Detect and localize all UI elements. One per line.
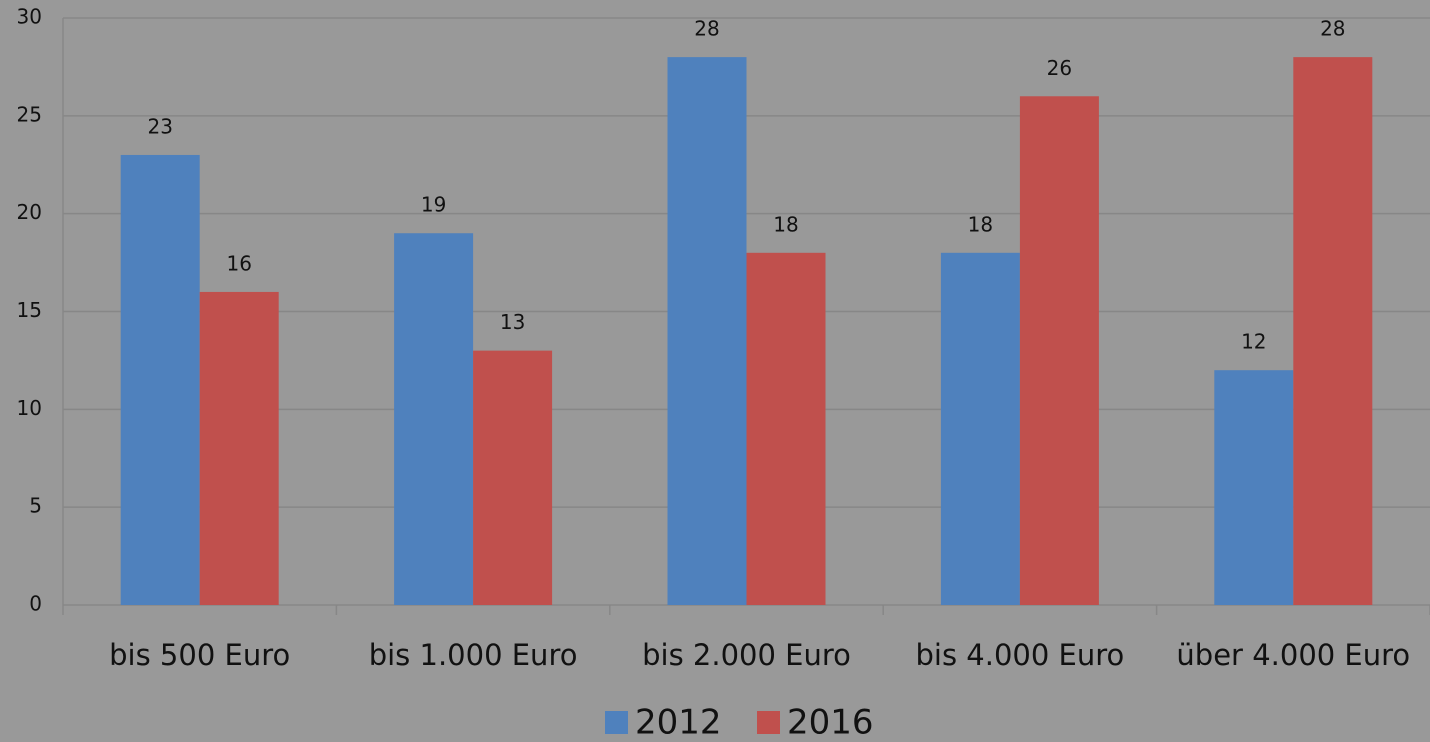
bar — [1293, 57, 1373, 605]
bar — [746, 252, 826, 606]
bar — [667, 57, 747, 605]
bar — [1019, 96, 1099, 606]
bar — [1214, 370, 1294, 605]
y-tick-label: 20 — [17, 200, 42, 224]
data-label: 28 — [1320, 17, 1345, 41]
bar — [394, 233, 474, 605]
data-label: 12 — [1241, 330, 1266, 354]
x-tick-label: über 4.000 Euro — [1176, 638, 1410, 672]
y-tick-label: 0 — [29, 592, 42, 616]
data-label: 23 — [147, 114, 172, 138]
y-tick-label: 10 — [17, 396, 42, 420]
x-tick-label: bis 500 Euro — [109, 638, 290, 672]
bar — [199, 291, 279, 605]
data-label: 18 — [773, 212, 798, 236]
legend-swatch — [605, 711, 628, 734]
legend-swatch — [757, 711, 780, 734]
data-label: 16 — [226, 251, 251, 275]
legend-label: 2012 — [635, 703, 722, 742]
bar — [473, 350, 553, 605]
data-label: 26 — [1047, 56, 1072, 80]
y-tick-label: 5 — [29, 494, 42, 518]
y-tick-label: 30 — [17, 5, 42, 29]
data-label: 28 — [694, 17, 719, 41]
legend-label: 2016 — [787, 703, 874, 742]
x-tick-label: bis 2.000 Euro — [642, 638, 851, 672]
x-tick-label: bis 4.000 Euro — [916, 638, 1125, 672]
data-label: 18 — [968, 212, 993, 236]
x-tick-label: bis 1.000 Euro — [369, 638, 578, 672]
y-tick-label: 15 — [17, 298, 42, 322]
data-label: 13 — [500, 310, 525, 334]
bar — [120, 154, 200, 605]
data-label: 19 — [421, 193, 446, 217]
bar — [940, 252, 1020, 606]
y-tick-label: 25 — [17, 102, 42, 126]
